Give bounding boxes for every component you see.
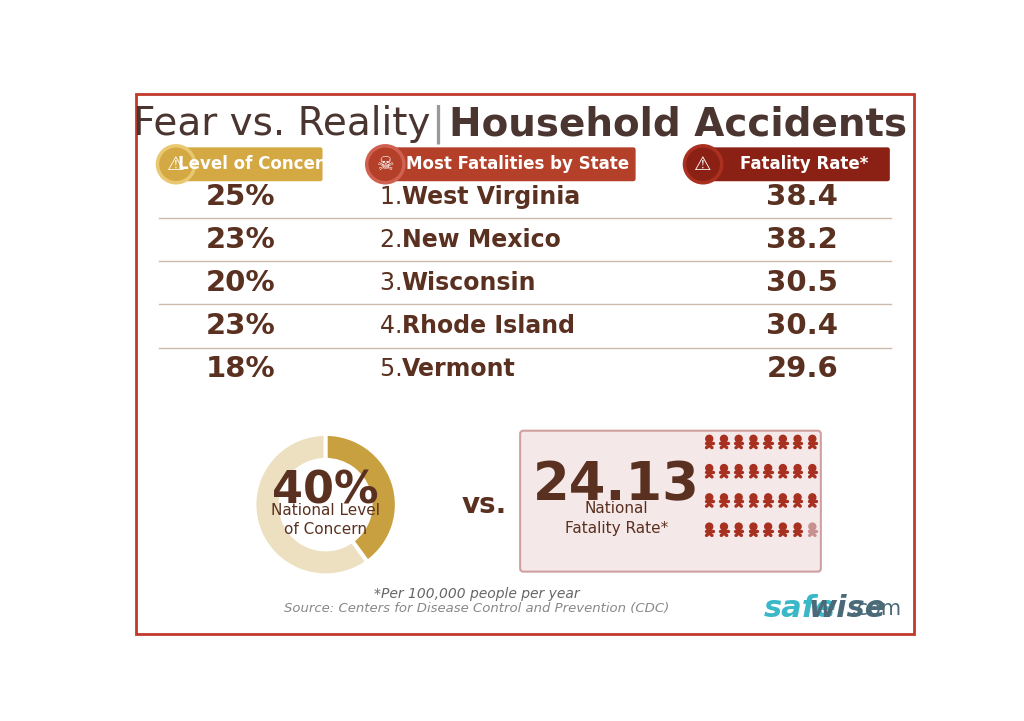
Circle shape [750, 523, 757, 530]
FancyBboxPatch shape [174, 147, 323, 181]
FancyBboxPatch shape [700, 147, 890, 181]
Circle shape [795, 494, 801, 501]
Text: *Per 100,000 people per year: *Per 100,000 people per year [374, 587, 580, 601]
Circle shape [735, 494, 742, 501]
Circle shape [765, 435, 772, 442]
Circle shape [809, 435, 816, 442]
Circle shape [765, 494, 772, 501]
Text: 20%: 20% [206, 269, 275, 297]
Circle shape [706, 523, 713, 530]
Circle shape [750, 435, 757, 442]
Circle shape [795, 464, 801, 472]
Circle shape [765, 523, 772, 530]
Text: Rhode Island: Rhode Island [401, 314, 574, 338]
Circle shape [706, 435, 713, 442]
Text: Most Fatalities by State: Most Fatalities by State [407, 155, 630, 173]
Circle shape [809, 523, 816, 530]
Text: Fear vs. Reality: Fear vs. Reality [133, 105, 430, 143]
Circle shape [765, 464, 772, 472]
Text: 5.: 5. [380, 357, 410, 381]
Circle shape [750, 494, 757, 501]
Circle shape [779, 464, 786, 472]
Circle shape [779, 494, 786, 501]
Circle shape [721, 435, 727, 442]
Text: ⚠: ⚠ [167, 155, 184, 174]
Text: 4.: 4. [380, 314, 410, 338]
Text: 3.: 3. [380, 271, 410, 295]
Circle shape [735, 435, 742, 442]
Circle shape [721, 523, 727, 530]
FancyBboxPatch shape [520, 430, 821, 572]
Text: West Virginia: West Virginia [401, 185, 580, 208]
Text: National Level
of Concern: National Level of Concern [271, 503, 380, 537]
Wedge shape [326, 434, 397, 562]
Circle shape [779, 435, 786, 442]
Text: 29.6: 29.6 [766, 355, 838, 383]
Text: .com: .com [850, 598, 901, 619]
Text: Source: Centers for Disease Control and Prevention (CDC): Source: Centers for Disease Control and … [284, 602, 670, 615]
FancyBboxPatch shape [383, 147, 636, 181]
Text: 18%: 18% [206, 355, 275, 383]
Text: 23%: 23% [206, 226, 275, 254]
Circle shape [706, 464, 713, 472]
Circle shape [809, 464, 816, 472]
Circle shape [367, 146, 403, 182]
Circle shape [721, 494, 727, 501]
Circle shape [779, 523, 786, 530]
Circle shape [684, 146, 722, 182]
Text: 40%: 40% [272, 469, 379, 512]
Text: safe: safe [764, 594, 837, 623]
Text: Wisconsin: Wisconsin [401, 271, 537, 295]
Circle shape [750, 464, 757, 472]
Circle shape [735, 464, 742, 472]
Text: National
Fatality Rate*: National Fatality Rate* [564, 500, 668, 536]
Circle shape [706, 494, 713, 501]
FancyBboxPatch shape [136, 94, 913, 634]
Text: 30.4: 30.4 [766, 312, 839, 340]
Text: Level of Concern: Level of Concern [178, 155, 335, 173]
Text: 23%: 23% [206, 312, 275, 340]
Circle shape [721, 464, 727, 472]
Text: ☠: ☠ [377, 155, 394, 174]
Wedge shape [254, 434, 397, 575]
Text: 2.: 2. [380, 228, 410, 252]
Text: 1.: 1. [380, 185, 410, 208]
Circle shape [735, 523, 742, 530]
Text: 38.2: 38.2 [766, 226, 838, 254]
Text: 30.5: 30.5 [766, 269, 839, 297]
Text: Fatality Rate*: Fatality Rate* [739, 155, 868, 173]
Text: 25%: 25% [206, 182, 275, 211]
Circle shape [158, 146, 195, 182]
Text: |: | [431, 105, 444, 144]
Text: Vermont: Vermont [401, 357, 515, 381]
Text: vs.: vs. [462, 490, 507, 518]
Text: New Mexico: New Mexico [401, 228, 560, 252]
Text: wise: wise [809, 594, 886, 623]
Circle shape [795, 523, 801, 530]
Text: ⚠: ⚠ [694, 155, 712, 174]
Circle shape [795, 435, 801, 442]
Text: 24.13: 24.13 [532, 460, 699, 512]
Circle shape [809, 494, 816, 501]
Text: 38.4: 38.4 [766, 182, 839, 211]
Text: Household Accidents: Household Accidents [449, 105, 907, 143]
